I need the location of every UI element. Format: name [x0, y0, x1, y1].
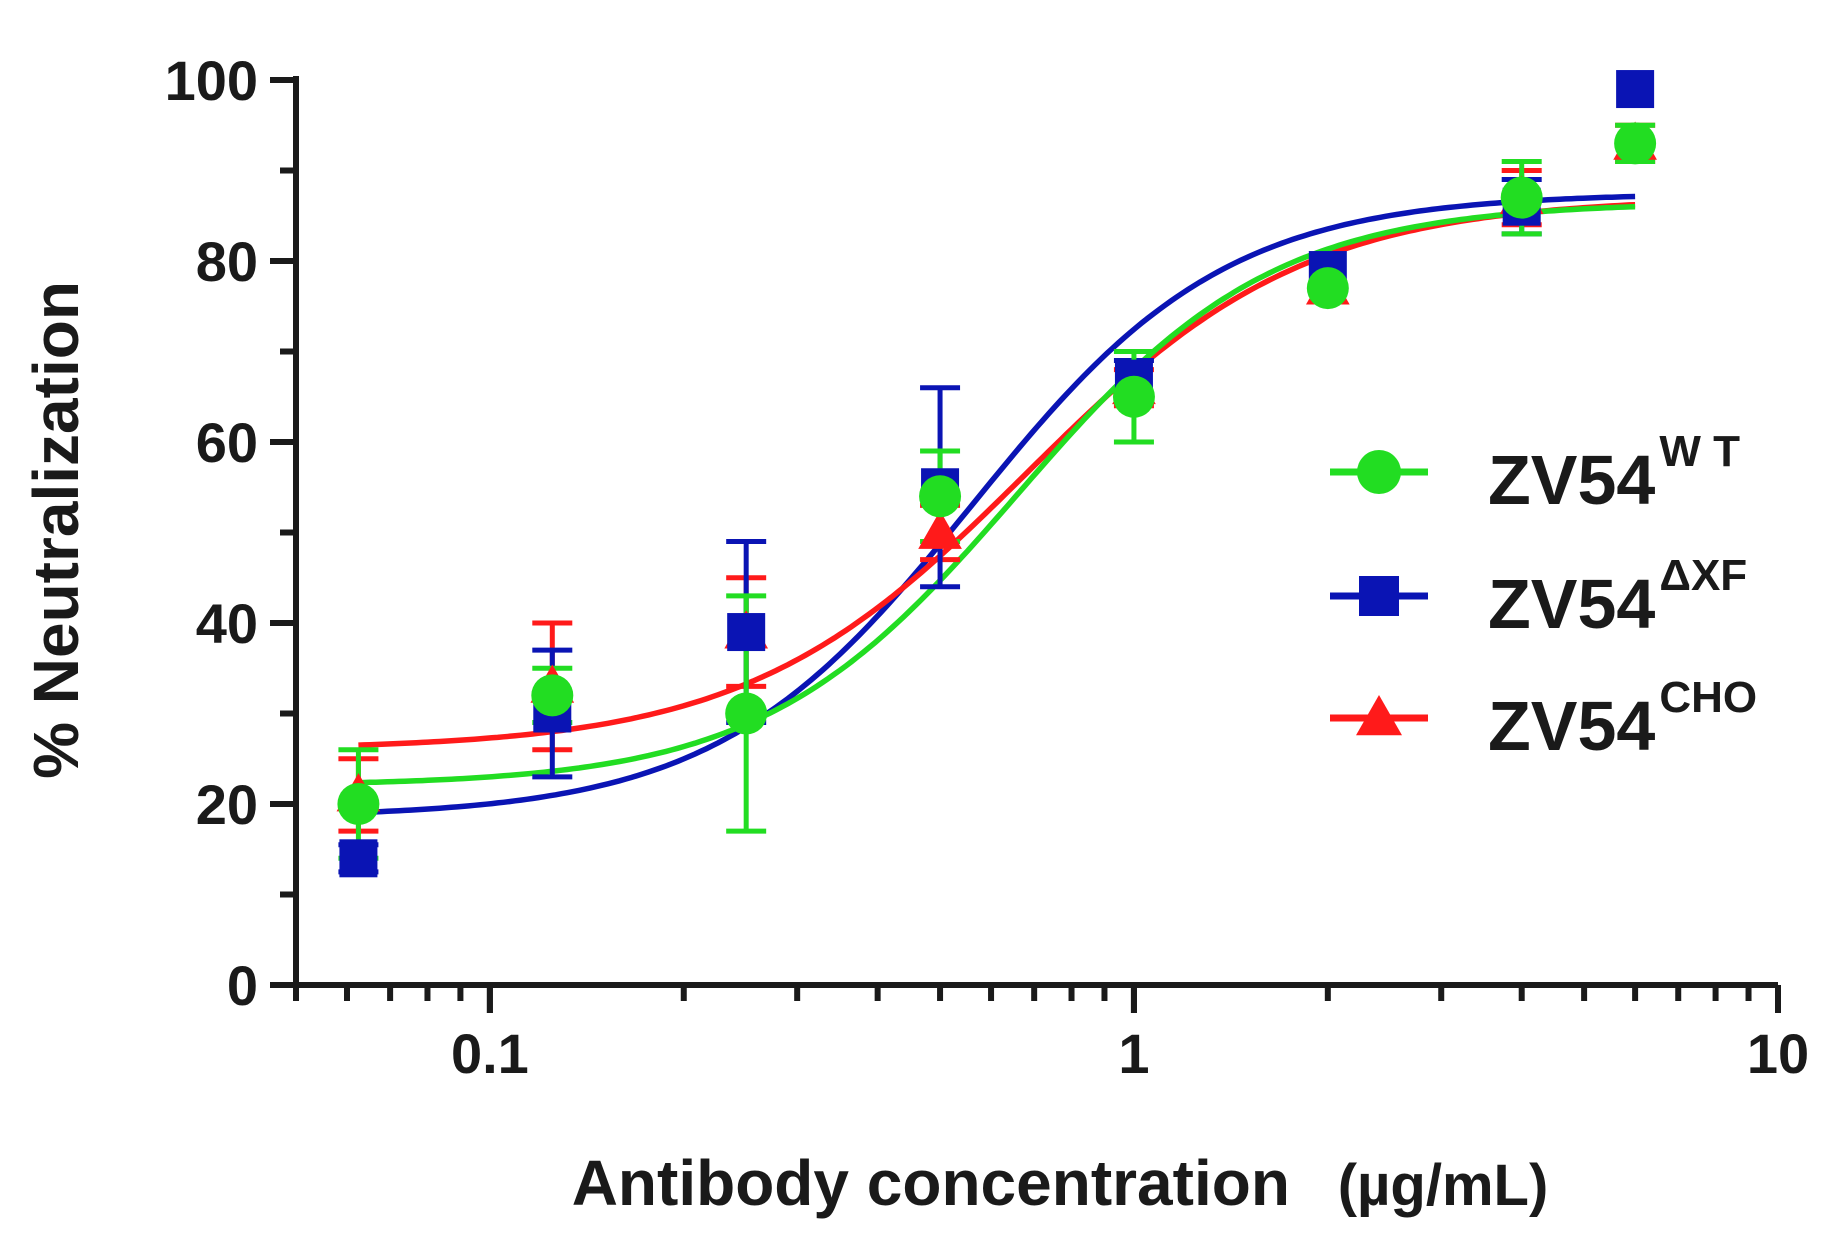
y-tick-label: 20	[196, 773, 258, 836]
fit-curve-dxf	[358, 193, 1636, 816]
legend-marker-dxf	[1359, 576, 1399, 616]
point-wt	[919, 475, 962, 518]
data-points	[336, 70, 1657, 878]
y-tick-label: 80	[196, 230, 258, 293]
legend-name: ZV54	[1488, 441, 1655, 519]
legend-superscript: ΔXF	[1659, 551, 1747, 600]
x-tick-label: 1	[1118, 1022, 1149, 1085]
x-axis-title-main: Antibody concentration	[572, 1147, 1290, 1219]
legend-marker-cho	[1356, 695, 1402, 736]
axes: 0 20 40 60 80 100 0.1 1 10	[165, 49, 1810, 1085]
legend-name: ZV54	[1488, 565, 1655, 643]
point-wt	[1306, 267, 1349, 310]
y-tick-label: 60	[196, 411, 258, 474]
point-wt	[1112, 375, 1155, 418]
legend-label-cho: ZV54CHO	[1488, 673, 1757, 765]
point-dxf	[339, 839, 378, 878]
point-cho	[918, 510, 962, 549]
fit-curve-wt	[358, 203, 1636, 786]
point-wt	[337, 783, 380, 825]
point-dxf	[1616, 70, 1655, 109]
y-tick-label: 0	[227, 954, 258, 1017]
x-axis-title: Antibody concentration (µg/mL)	[572, 1147, 1549, 1219]
y-axis-title: % Neutralization	[20, 281, 92, 779]
legend-superscript: W T	[1659, 427, 1740, 476]
legend-name: ZV54	[1488, 687, 1655, 765]
x-tick-label: 0.1	[451, 1022, 529, 1085]
point-dxf	[727, 613, 766, 652]
legend-label-wt: ZV54W T	[1488, 427, 1740, 519]
legend-superscript: CHO	[1659, 673, 1757, 722]
point-wt	[1500, 176, 1543, 219]
legend-label-dxf: ZV54ΔXF	[1488, 551, 1747, 643]
legend-marker-wt	[1357, 450, 1401, 494]
x-tick-label: 10	[1747, 1022, 1809, 1085]
point-wt	[1614, 122, 1657, 165]
y-tick-label: 100	[165, 49, 258, 112]
error-bars	[338, 122, 1656, 875]
point-wt	[725, 692, 768, 735]
x-axis-title-unit: (µg/mL)	[1338, 1153, 1549, 1218]
y-tick-label: 40	[196, 592, 258, 655]
point-wt	[531, 674, 574, 717]
